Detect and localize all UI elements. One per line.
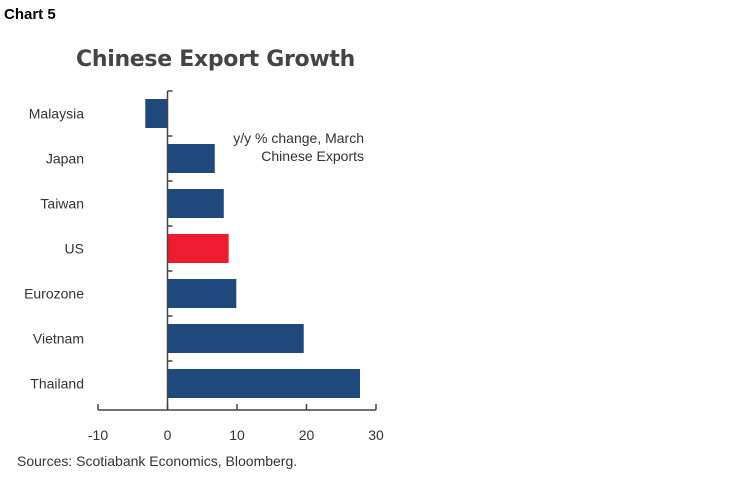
category-label: Vietnam [33,331,84,347]
annotation-line: Chinese Exports [261,148,364,164]
bar-us [167,234,229,263]
chart-number-label: Chart 5 [4,6,56,23]
bar-malaysia [145,99,168,128]
bar-taiwan [167,189,224,218]
chart-title: Chinese Export Growth [76,47,355,72]
bar-japan [167,144,215,173]
bar-vietnam [167,324,304,353]
x-tick-label: 30 [368,427,384,443]
x-tick-label: -10 [88,427,108,443]
category-label: Eurozone [24,286,84,302]
source-note: Sources: Scotiabank Economics, Bloomberg… [17,453,298,469]
category-label: Thailand [30,376,84,392]
bar-eurozone [167,279,237,308]
category-label: Taiwan [40,196,84,212]
category-label: US [65,241,84,257]
category-label: Japan [46,151,84,167]
category-label: Malaysia [29,106,84,122]
x-tick-label: 20 [299,427,315,443]
bar-thailand [167,369,361,398]
x-tick-label: 10 [229,427,245,443]
annotation-line: y/y % change, March [233,130,364,146]
x-tick-label: 0 [164,427,172,443]
